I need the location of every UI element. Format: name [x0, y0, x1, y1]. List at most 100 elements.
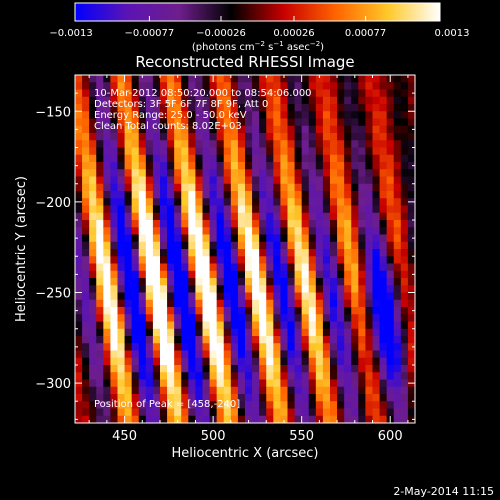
heatmap-cell — [372, 350, 381, 359]
heatmap-cell — [110, 408, 119, 417]
heatmap-cell — [337, 256, 345, 265]
heatmap-cell — [266, 147, 274, 156]
heatmap-cell — [216, 415, 225, 423]
heatmap-cell — [287, 256, 296, 265]
heatmap-cell — [330, 350, 338, 359]
heatmap-cell — [315, 234, 324, 243]
heatmap-cell — [89, 154, 97, 163]
heatmap-cell — [365, 227, 374, 236]
heatmap-cell — [322, 278, 331, 286]
heatmap-cell — [209, 365, 218, 373]
heatmap-cell — [393, 328, 402, 337]
heatmap-cell — [131, 365, 140, 373]
heatmap-cell — [89, 328, 97, 337]
heatmap-cell — [131, 227, 140, 236]
heatmap-cell — [273, 401, 282, 410]
heatmap-cell — [301, 125, 310, 134]
heatmap-cell — [301, 256, 310, 265]
heatmap-cell — [195, 169, 204, 178]
heatmap-cell — [245, 278, 253, 286]
heatmap-cell — [259, 147, 267, 156]
heatmap-cell — [117, 198, 126, 207]
heatmap-cell — [322, 75, 331, 83]
heatmap-cell — [103, 321, 112, 330]
heatmap-cell — [82, 125, 90, 134]
heatmap-cell — [174, 183, 182, 192]
heatmap-cell — [124, 292, 133, 301]
heatmap-cell — [330, 299, 338, 308]
heatmap-cell — [393, 140, 402, 149]
heatmap-cell — [280, 111, 289, 120]
heatmap-cell — [223, 292, 232, 301]
heatmap-cell — [237, 227, 246, 236]
heatmap-cell — [386, 212, 395, 221]
heatmap-cell — [301, 140, 310, 149]
heatmap-cell — [301, 75, 310, 83]
heatmap-cell — [322, 125, 331, 134]
heatmap-cell — [209, 285, 218, 294]
heatmap-cell — [96, 401, 104, 410]
heatmap-cell — [280, 285, 289, 294]
heatmap-cell — [181, 140, 189, 149]
colorbar-tick-label: −0.00026 — [196, 28, 246, 39]
heatmap-cell — [167, 336, 175, 344]
heatmap-cell — [223, 176, 232, 185]
heatmap-cell — [195, 82, 204, 91]
heatmap-cell — [379, 307, 388, 315]
heatmap-cell — [393, 256, 402, 265]
heatmap-cell — [315, 263, 324, 272]
heatmap-cell — [245, 191, 253, 199]
heatmap-cell — [131, 350, 140, 359]
heatmap-cell — [160, 118, 168, 127]
heatmap-cell — [138, 205, 147, 214]
heatmap-cell — [400, 365, 409, 373]
heatmap-cell — [322, 82, 331, 91]
heatmap-cell — [386, 401, 395, 410]
heatmap-cell — [160, 270, 168, 279]
heatmap-cell — [131, 386, 140, 395]
heatmap-cell — [365, 183, 374, 192]
heatmap-cell — [174, 401, 182, 410]
heatmap-cell — [89, 147, 97, 156]
heatmap-cell — [245, 321, 253, 330]
heatmap-cell — [386, 89, 395, 98]
heatmap-cell — [82, 372, 90, 381]
heatmap-cell — [330, 220, 338, 228]
heatmap-cell — [294, 343, 303, 352]
heatmap-cell — [138, 321, 147, 330]
heatmap-cell — [344, 133, 352, 141]
heatmap-cell — [145, 343, 154, 352]
heatmap-cell — [351, 82, 359, 91]
heatmap-cell — [337, 270, 345, 279]
heatmap-cell — [110, 299, 119, 308]
heatmap-cell — [82, 198, 90, 207]
heatmap-cell — [266, 118, 274, 127]
heatmap-cell — [152, 234, 161, 243]
heatmap-cell — [195, 220, 204, 228]
heatmap-cell — [322, 89, 331, 98]
heatmap-cell — [287, 241, 296, 250]
heatmap-cell — [117, 154, 126, 163]
heatmap-cell — [202, 285, 211, 294]
heatmap-cell — [372, 162, 381, 170]
heatmap-cell — [174, 169, 182, 178]
heatmap-cell — [393, 220, 402, 228]
heatmap-cell — [252, 357, 260, 366]
heatmap-cell — [152, 278, 161, 286]
heatmap-cell — [379, 154, 388, 163]
heatmap-cell — [407, 314, 415, 323]
heatmap-cell — [344, 256, 352, 265]
heatmap-cell — [167, 314, 175, 323]
heatmap-cell — [103, 285, 112, 294]
heatmap-cell — [216, 401, 225, 410]
heatmap-cell — [167, 183, 175, 192]
heatmap-cell — [358, 256, 367, 265]
heatmap-cell — [252, 408, 260, 417]
heatmap-cell — [82, 169, 90, 178]
heatmap-cell — [117, 256, 126, 265]
heatmap-cell — [407, 372, 415, 381]
y-tick-label: −200 — [35, 196, 71, 211]
heatmap-cell — [400, 169, 409, 178]
heatmap-cell — [330, 140, 338, 149]
heatmap-cell — [230, 285, 239, 294]
